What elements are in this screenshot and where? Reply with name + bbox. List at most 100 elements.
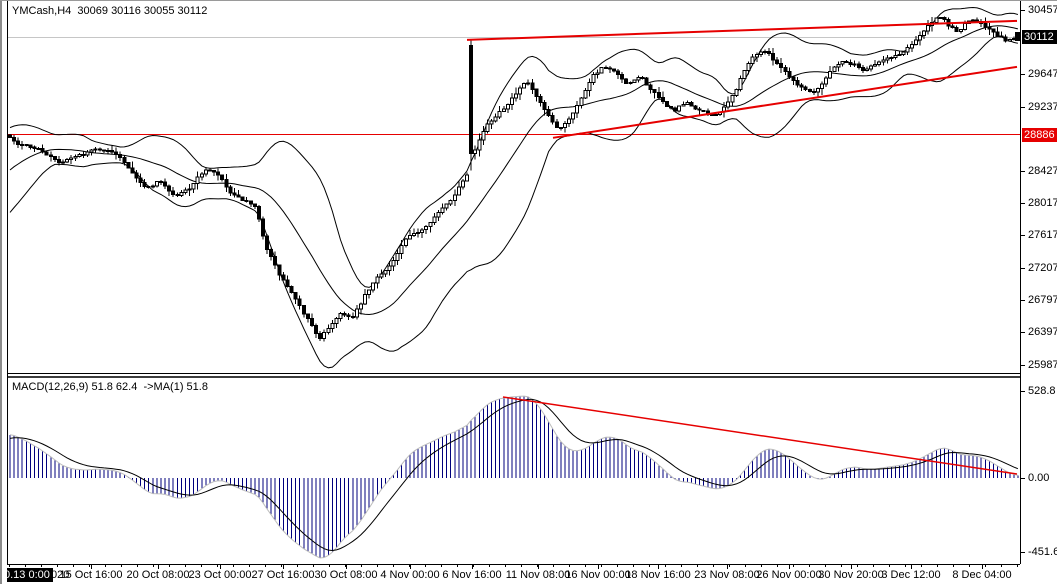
candle <box>750 56 755 64</box>
candle <box>938 17 943 19</box>
time-minor-tick <box>201 565 202 567</box>
candle <box>591 74 596 84</box>
level-price-badge: 28886 <box>1022 127 1057 142</box>
candle <box>338 313 343 319</box>
candle <box>824 77 829 85</box>
candle <box>746 62 751 72</box>
candle <box>154 180 159 187</box>
time-minor-tick <box>649 565 650 567</box>
candle <box>269 248 274 257</box>
candle <box>318 333 323 340</box>
candle <box>428 222 433 227</box>
candle <box>130 167 135 174</box>
time-minor-tick <box>409 565 410 567</box>
time-minor-tick <box>297 565 298 567</box>
candle <box>97 148 102 151</box>
candle <box>44 151 49 156</box>
candle <box>57 159 61 163</box>
time-minor-tick <box>777 565 778 567</box>
time-tick-label: 4 Nov 00:00 <box>380 569 440 581</box>
candle <box>342 313 347 316</box>
time-tick-label: 30 Nov 20:00 <box>818 569 884 581</box>
candle <box>293 291 298 300</box>
time-minor-tick <box>585 565 586 567</box>
candle <box>469 44 474 154</box>
candle <box>811 91 816 93</box>
window-left-frame <box>0 1 2 584</box>
candle <box>281 274 286 281</box>
candle <box>840 61 845 65</box>
candle <box>277 264 282 276</box>
candle <box>669 106 674 109</box>
candle <box>220 174 225 181</box>
candle <box>334 317 339 324</box>
candle <box>199 173 204 178</box>
candle <box>371 282 376 291</box>
candle <box>652 88 657 93</box>
candle <box>738 78 743 90</box>
candle <box>926 25 931 32</box>
candle <box>620 74 625 80</box>
time-minor-tick <box>761 565 762 567</box>
axis-tick-mark <box>1021 478 1025 479</box>
price-chart-canvas[interactable] <box>8 1 1020 373</box>
candle <box>579 97 584 106</box>
candle <box>146 186 151 188</box>
candle <box>416 232 421 235</box>
time-minor-tick <box>745 565 746 567</box>
candle <box>844 61 849 64</box>
candle <box>599 67 604 74</box>
candle <box>424 225 429 231</box>
candle <box>28 144 33 148</box>
time-minor-tick <box>809 565 810 567</box>
candle <box>261 218 265 237</box>
candle <box>795 79 800 86</box>
price-tick-label: 27207 <box>1028 261 1057 274</box>
candle <box>8 134 12 138</box>
macd-chart-canvas[interactable] <box>8 378 1020 563</box>
price-tick-label: 28017 <box>1028 197 1057 210</box>
candle <box>183 189 188 193</box>
time-tick-label: 23 Nov 08:00 <box>694 569 760 581</box>
candle <box>93 148 98 151</box>
macd-envelope-line <box>9 395 1019 559</box>
candle <box>244 199 249 202</box>
time-minor-tick <box>729 565 730 567</box>
time-major-tick <box>911 565 912 569</box>
axis-tick-mark <box>1021 106 1025 108</box>
candle <box>958 28 963 32</box>
candle <box>297 298 302 306</box>
candle <box>481 130 486 141</box>
partial-time-label: 020 <box>51 569 70 581</box>
candle <box>224 179 229 188</box>
candle <box>240 196 245 201</box>
candle <box>40 147 45 153</box>
candle <box>689 101 694 107</box>
time-axis[interactable]: 15 Oct 16:00 20 Oct 08:00 23 Oct 00:00 27 O… <box>7 564 1020 584</box>
candle <box>877 61 882 65</box>
time-minor-tick <box>697 565 698 567</box>
candle <box>820 83 824 89</box>
macd-indicator-area[interactable] <box>8 376 1020 563</box>
candle <box>61 161 65 164</box>
time-minor-tick <box>441 565 442 567</box>
time-minor-tick <box>905 565 906 567</box>
candle <box>873 63 878 67</box>
candle <box>248 200 253 205</box>
candle <box>289 286 294 293</box>
candle <box>542 101 547 111</box>
candle <box>310 318 314 327</box>
candle <box>110 149 114 153</box>
candle <box>779 63 784 69</box>
time-minor-tick <box>713 565 714 567</box>
candle <box>546 109 551 116</box>
candle <box>191 183 196 190</box>
candle <box>971 19 975 22</box>
price-axis[interactable]: 30457 29647 29237 28427 28017 27617 27207 26797… <box>1020 1 1057 564</box>
time-tick-label: 11 Nov 08:00 <box>505 569 571 581</box>
current-price-badge: 30112 <box>1022 30 1057 45</box>
time-tick-label: 6 Nov 16:00 <box>442 569 502 581</box>
price-chart-area[interactable] <box>8 1 1020 374</box>
candle <box>101 149 106 152</box>
macd-indicator-label: MACD(12,26,9) 51.8 62.4 ->MA(1) 51.8 <box>12 381 208 393</box>
